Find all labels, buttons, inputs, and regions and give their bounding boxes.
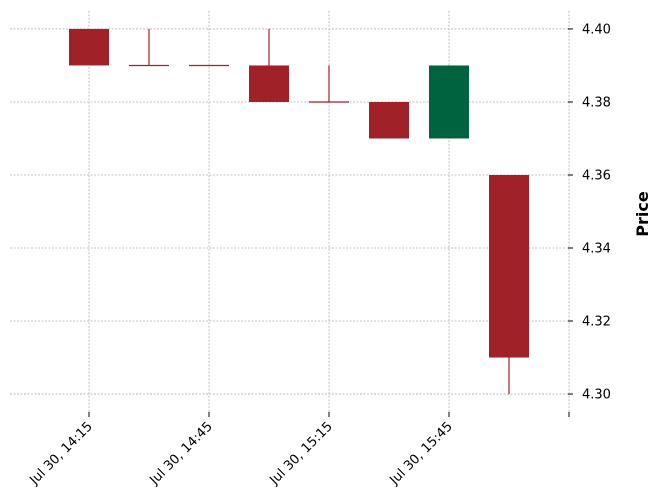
candle-3 (249, 28, 289, 102)
candle-4 (309, 65, 349, 103)
y-tick-label-1: 4.32 (582, 315, 611, 330)
candle-5 (369, 101, 409, 139)
candle-body-6 (429, 65, 469, 139)
candle-6 (429, 65, 469, 139)
candles (69, 28, 529, 395)
x-tick-label-1: Jul 30, 14:45 (146, 419, 215, 488)
x-tick-label-2: Jul 30, 15:15 (266, 419, 335, 488)
y-tick-label-4: 4.38 (582, 95, 611, 110)
y-tick-label-0: 4.30 (582, 388, 611, 403)
x-tick-label-3: Jul 30, 15:45 (386, 419, 455, 488)
y-axis-title: Price (633, 191, 652, 237)
candle-0 (69, 28, 109, 66)
grid-lines (10, 10, 570, 413)
candle-7 (489, 174, 529, 395)
y-tick-label-5: 4.40 (582, 22, 611, 37)
y-tick-label-3: 4.36 (582, 168, 611, 183)
candle-body-0 (69, 28, 109, 66)
candle-body-3 (249, 65, 289, 102)
candle-body-5 (369, 101, 409, 139)
candle-body-7 (489, 174, 529, 358)
candle-1 (129, 28, 169, 67)
x-tick-label-0: Jul 30, 14:15 (26, 419, 95, 488)
y-tick-label-2: 4.34 (582, 242, 611, 257)
